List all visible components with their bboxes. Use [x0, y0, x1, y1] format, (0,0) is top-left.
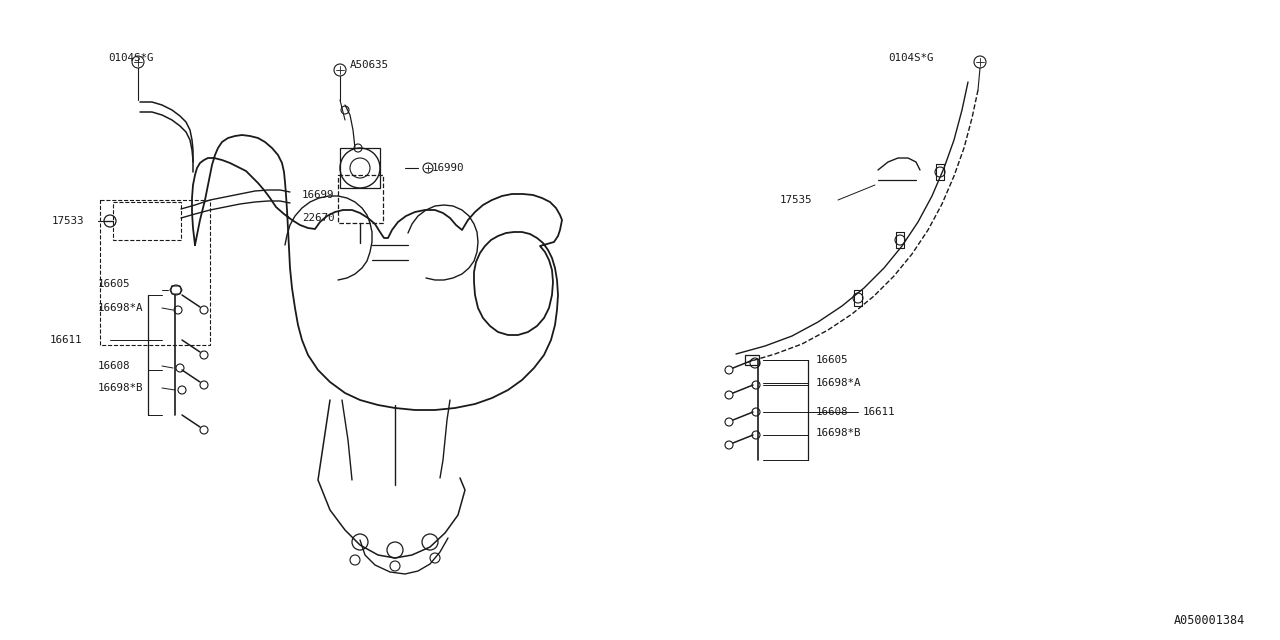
Text: 17535: 17535: [780, 195, 813, 205]
Text: 0104S*G: 0104S*G: [888, 53, 933, 63]
Text: 16611: 16611: [863, 407, 896, 417]
Bar: [340, 148, 380, 188]
Text: 22670: 22670: [302, 213, 334, 223]
Text: 16605: 16605: [817, 355, 849, 365]
Text: 16699: 16699: [302, 190, 334, 200]
Bar: [745, 355, 759, 365]
Text: 16611: 16611: [50, 335, 82, 345]
Bar: [338, 175, 383, 223]
Text: 0104S*G: 0104S*G: [108, 53, 154, 63]
Text: A50635: A50635: [349, 60, 389, 70]
Text: 16698*A: 16698*A: [817, 378, 861, 388]
Text: 17533: 17533: [52, 216, 84, 226]
Bar: [100, 200, 210, 345]
Text: 16608: 16608: [817, 407, 849, 417]
Text: A050001384: A050001384: [1174, 614, 1245, 627]
Text: 16698*B: 16698*B: [99, 383, 143, 393]
Text: 16605: 16605: [99, 279, 131, 289]
Bar: [113, 202, 180, 240]
Text: 16608: 16608: [99, 361, 131, 371]
Text: 16698*A: 16698*A: [99, 303, 143, 313]
Text: 16990: 16990: [433, 163, 465, 173]
Text: 16698*B: 16698*B: [817, 428, 861, 438]
